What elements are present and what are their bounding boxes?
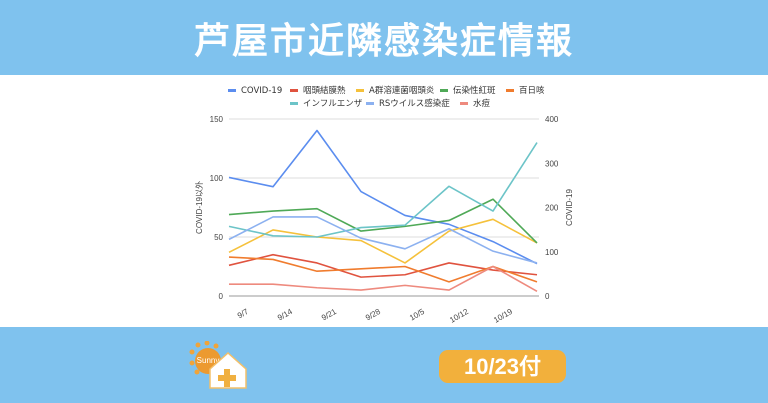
y-tick-left: 100 xyxy=(210,174,224,183)
x-tick-label: 10/12 xyxy=(448,307,470,325)
x-tick-label: 10/19 xyxy=(492,307,514,325)
line-chart: 0 50 100 150 0 100 200 300 400 COVID-19以外 COVID-19… xyxy=(194,85,574,325)
legend-swatch xyxy=(460,102,468,105)
legend-swatch xyxy=(506,89,514,92)
y-axis-label-right: COVID-19 xyxy=(565,189,574,226)
legend-label: COVID-19 xyxy=(241,86,282,96)
footer-banner: Sunny 10/23付 xyxy=(0,327,768,403)
legend-label: A群溶連菌咽頭炎 xyxy=(369,85,435,96)
y-tick-right: 200 xyxy=(545,204,559,213)
legend-swatch xyxy=(290,89,298,92)
legend-label: RSウイルス感染症 xyxy=(379,98,450,109)
legend-swatch xyxy=(290,102,298,105)
sunny-logo: Sunny xyxy=(189,341,247,389)
legend-label: 伝染性紅斑 xyxy=(453,85,496,96)
legend-swatch xyxy=(356,89,364,92)
x-tick-label: 9/7 xyxy=(236,307,251,321)
legend-label: 水痘 xyxy=(473,98,491,109)
y-tick-left: 150 xyxy=(210,115,224,124)
series-line xyxy=(228,129,538,265)
x-tick-label: 9/21 xyxy=(320,307,338,323)
header-banner: 芦屋市近隣感染症情報 xyxy=(0,0,768,75)
series-line xyxy=(228,253,538,278)
legend-label: 百日咳 xyxy=(519,85,545,96)
legend-label: 咽頭結膜熱 xyxy=(303,85,346,96)
series-line xyxy=(229,265,538,292)
date-badge: 10/23付 xyxy=(439,350,566,383)
y-tick-right: 0 xyxy=(545,292,550,301)
x-tick-label: 10/5 xyxy=(408,307,426,323)
y-axis-label-left: COVID-19以外 xyxy=(194,181,204,234)
series-line xyxy=(228,218,538,264)
series-line xyxy=(228,256,538,283)
page-title: 芦屋市近隣感染症情報 xyxy=(193,21,574,62)
series-line xyxy=(228,142,538,238)
legend-swatch xyxy=(228,89,236,92)
y-tick-right: 100 xyxy=(545,248,559,257)
y-tick-right: 400 xyxy=(545,115,559,124)
legend-label: インフルエンザ xyxy=(303,99,363,109)
svg-text:Sunny: Sunny xyxy=(197,356,220,365)
legend-swatch xyxy=(440,89,448,92)
x-tick-label: 9/14 xyxy=(276,307,294,323)
y-tick-left: 0 xyxy=(219,292,224,301)
x-tick-label: 9/28 xyxy=(364,307,382,323)
y-tick-right: 300 xyxy=(545,159,559,168)
y-tick-left: 50 xyxy=(214,233,223,242)
series-line xyxy=(228,216,538,264)
series-line xyxy=(228,198,538,244)
legend-swatch xyxy=(366,102,374,105)
